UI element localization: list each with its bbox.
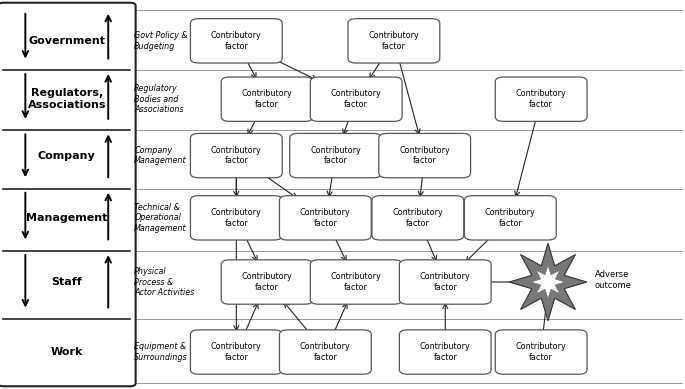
Text: Technical &
Operational
Management: Technical & Operational Management [134,203,187,233]
FancyBboxPatch shape [190,133,282,178]
Text: Regulatory
Bodies and
Associations: Regulatory Bodies and Associations [134,84,184,114]
Text: Contributory
factor: Contributory factor [211,208,262,228]
FancyBboxPatch shape [221,260,313,304]
Text: Contributory
factor: Contributory factor [420,342,471,362]
FancyBboxPatch shape [0,3,136,386]
FancyBboxPatch shape [221,77,313,121]
Text: Contributory
factor: Contributory factor [420,272,471,292]
FancyBboxPatch shape [372,196,464,240]
Text: Staff: Staff [51,277,82,287]
Text: Physical
Process &
Actor Activities: Physical Process & Actor Activities [134,267,195,297]
Text: Contributory
factor: Contributory factor [211,342,262,362]
FancyBboxPatch shape [190,196,282,240]
FancyBboxPatch shape [279,196,371,240]
Text: Management: Management [26,213,108,223]
Text: Work: Work [51,347,83,357]
FancyBboxPatch shape [379,133,471,178]
Text: Contributory
factor: Contributory factor [399,146,450,165]
Text: Contributory
factor: Contributory factor [485,208,536,228]
Text: Contributory
factor: Contributory factor [242,272,292,292]
FancyBboxPatch shape [310,260,402,304]
FancyBboxPatch shape [399,260,491,304]
FancyBboxPatch shape [348,19,440,63]
Text: Company: Company [38,151,96,161]
FancyBboxPatch shape [279,330,371,374]
Text: Contributory
factor: Contributory factor [300,342,351,362]
FancyBboxPatch shape [290,133,382,178]
Text: Government: Government [28,36,105,46]
FancyBboxPatch shape [190,19,282,63]
FancyBboxPatch shape [495,330,587,374]
Text: Contributory
factor: Contributory factor [516,89,566,109]
Text: Contributory
factor: Contributory factor [369,31,419,51]
FancyBboxPatch shape [190,330,282,374]
Text: Govt Policy &
Budgeting: Govt Policy & Budgeting [134,31,188,51]
Polygon shape [509,243,587,321]
Text: Regulators,
Associations: Regulators, Associations [27,88,106,110]
Text: Contributory
factor: Contributory factor [211,31,262,51]
FancyBboxPatch shape [464,196,556,240]
Text: Contributory
factor: Contributory factor [331,89,382,109]
FancyBboxPatch shape [310,77,402,121]
FancyBboxPatch shape [495,77,587,121]
Text: Contributory
factor: Contributory factor [211,146,262,165]
Text: Contributory
factor: Contributory factor [393,208,443,228]
Text: Company
Management: Company Management [134,146,187,165]
Text: Adverse
outcome: Adverse outcome [595,270,632,290]
Text: Contributory
factor: Contributory factor [331,272,382,292]
Text: Contributory
factor: Contributory factor [242,89,292,109]
Text: Contributory
factor: Contributory factor [516,342,566,362]
Polygon shape [532,266,564,298]
Text: Contributory
factor: Contributory factor [310,146,361,165]
Text: Equipment &
Surroundings: Equipment & Surroundings [134,342,188,362]
Text: Contributory
factor: Contributory factor [300,208,351,228]
FancyBboxPatch shape [399,330,491,374]
